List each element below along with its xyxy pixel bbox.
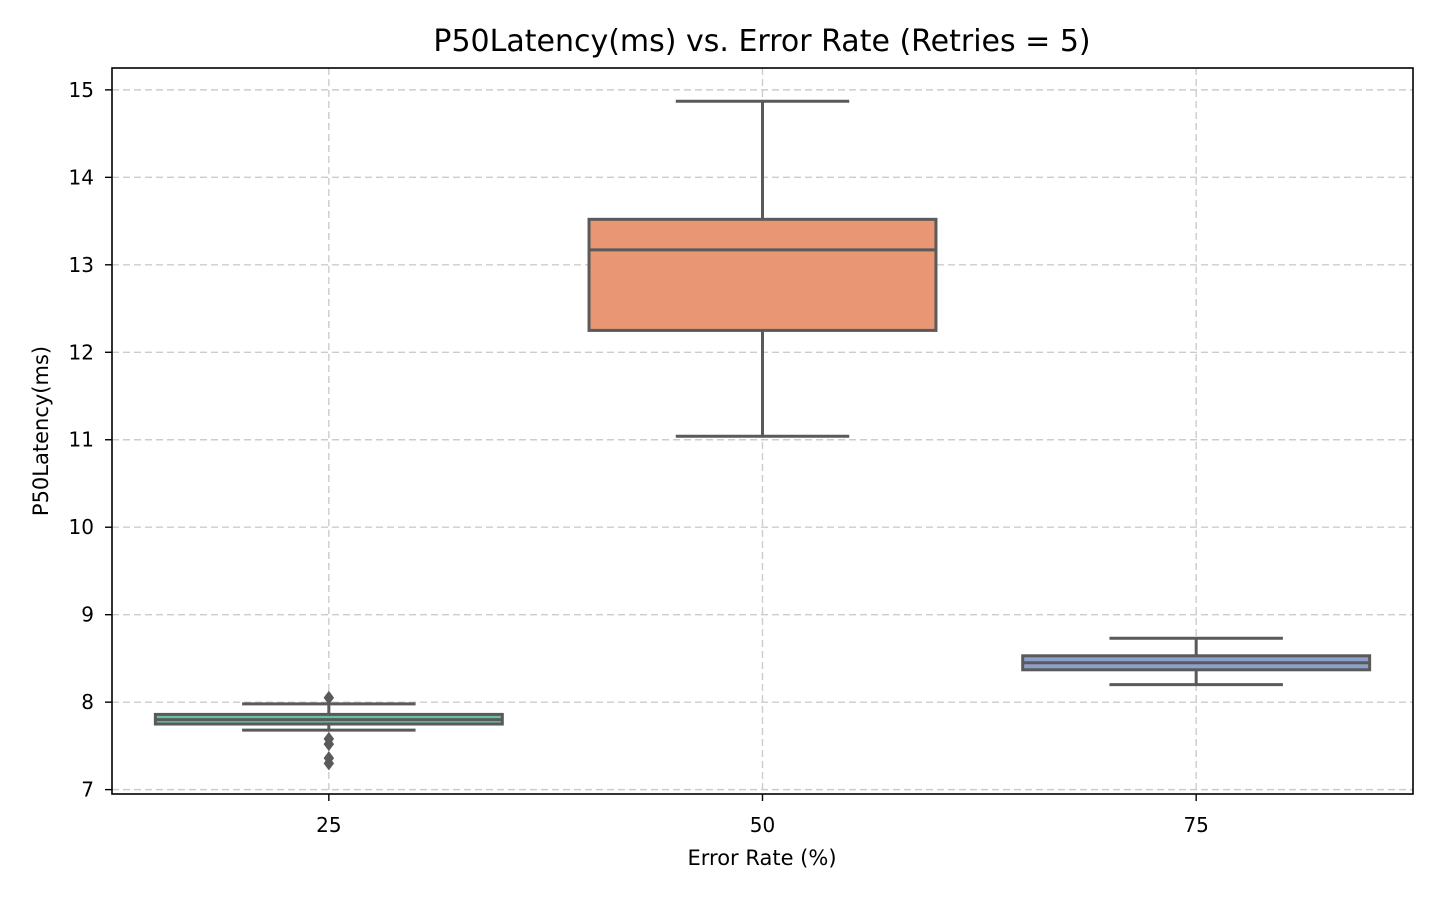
box-group-50 [587,99,938,438]
y-tick-label: 7 [81,778,94,802]
y-tick-label: 14 [69,165,94,189]
chart-title: P50Latency(ms) vs. Error Rate (Retries =… [433,24,1090,59]
y-tick-label: 11 [69,428,94,452]
x-tick-label: 50 [750,813,775,837]
y-tick-label: 9 [81,603,94,627]
axes: 7 8 9 10 11 12 13 14 15 25 50 75 [69,78,1209,837]
y-tick-label: 8 [81,690,94,714]
y-tick-label: 15 [69,78,94,102]
box-iqr [587,217,938,332]
box-group-25 [153,690,504,771]
x-axis-label: Error Rate (%) [687,846,836,870]
outlier-point [323,756,335,771]
outlier-point [323,690,335,705]
y-axis-label: P50Latency(ms) [29,346,53,516]
plot-area [153,99,1372,771]
x-tick-label: 75 [1183,813,1208,837]
x-tick-label: 25 [316,813,341,837]
y-tick-label: 10 [69,515,94,539]
outlier-point [323,737,335,752]
y-tick-label: 12 [69,340,94,364]
box-group-75 [1021,636,1372,687]
y-tick-label: 13 [69,253,94,277]
